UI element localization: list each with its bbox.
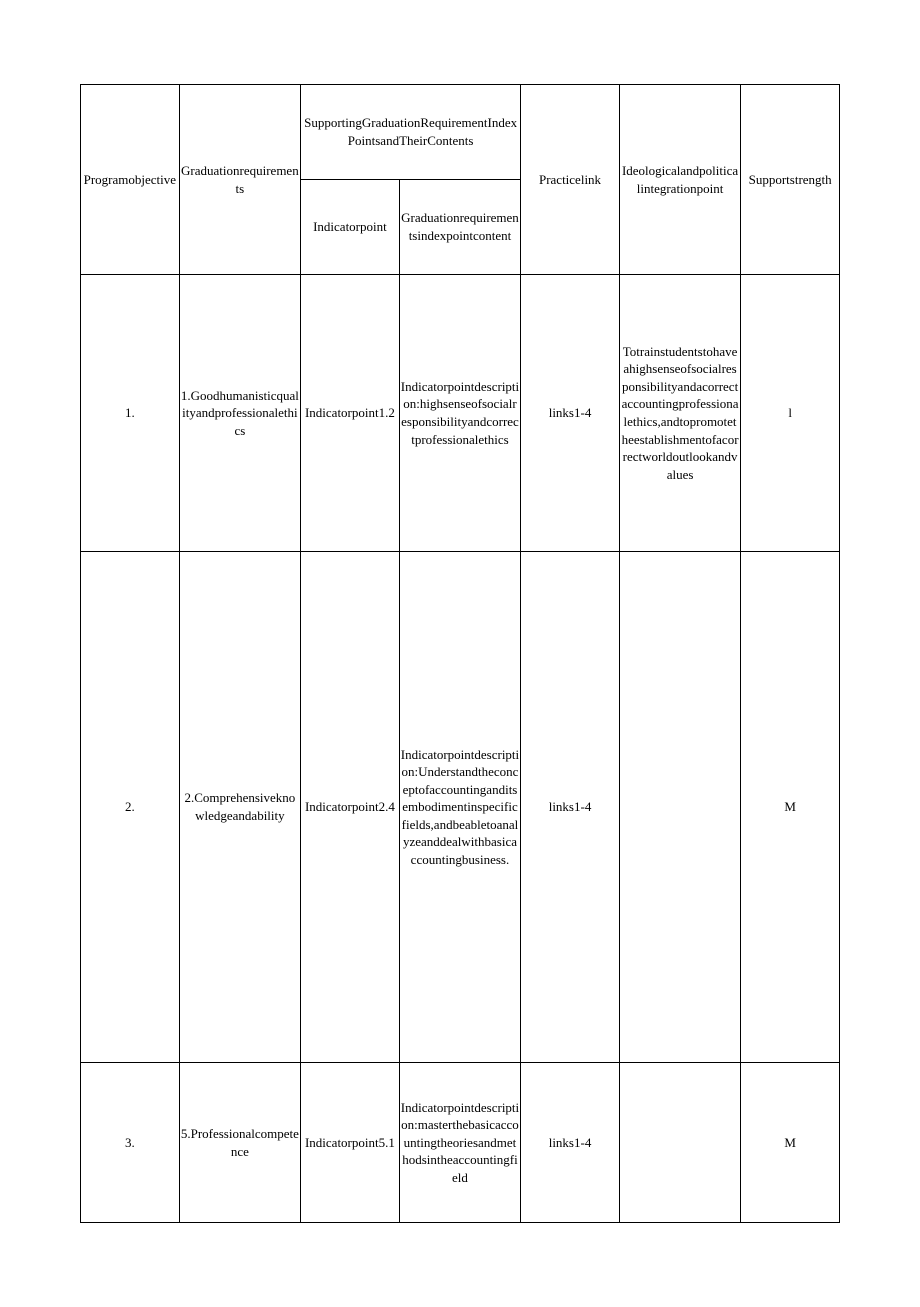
requirements-table: Programobjective Graduationrequirements … bbox=[80, 84, 840, 1223]
cell-indicator-point: Indicatorpoint2.4 bbox=[301, 552, 400, 1063]
cell-indicator-point: Indicatorpoint5.1 bbox=[301, 1063, 400, 1223]
cell-index-content: Indicatorpointdescription:Understandthec… bbox=[399, 552, 520, 1063]
cell-graduation-requirements: 1.Goodhumanisticqualityandprofessionalet… bbox=[179, 275, 300, 552]
table-row: 2. 2.Comprehensiveknowledgeandability In… bbox=[81, 552, 840, 1063]
cell-support-strength: M bbox=[741, 552, 840, 1063]
header-ideological-integration: Ideologicalandpoliticalintegrationpoint bbox=[619, 85, 740, 275]
cell-ideological bbox=[619, 552, 740, 1063]
table-row: 3. 5.Professionalcompetence Indicatorpoi… bbox=[81, 1063, 840, 1223]
header-graduation-requirements: Graduationrequirements bbox=[179, 85, 300, 275]
cell-program-objective: 1. bbox=[81, 275, 180, 552]
table-row: 1. 1.Goodhumanisticqualityandprofessiona… bbox=[81, 275, 840, 552]
header-row-top: Programobjective Graduationrequirements … bbox=[81, 85, 840, 180]
cell-support-strength: l bbox=[741, 275, 840, 552]
cell-practice-link: links1-4 bbox=[521, 1063, 620, 1223]
cell-graduation-requirements: 5.Professionalcompetence bbox=[179, 1063, 300, 1223]
cell-indicator-point: Indicatorpoint1.2 bbox=[301, 275, 400, 552]
cell-support-strength: M bbox=[741, 1063, 840, 1223]
cell-practice-link: links1-4 bbox=[521, 275, 620, 552]
cell-practice-link: links1-4 bbox=[521, 552, 620, 1063]
header-supporting-graduation-merged: SupportingGraduationRequirementIndexPoin… bbox=[301, 85, 521, 180]
cell-index-content: Indicatorpointdescription:highsenseofsoc… bbox=[399, 275, 520, 552]
cell-ideological: Totrainstudentstohaveahighsenseofsocialr… bbox=[619, 275, 740, 552]
header-program-objective: Programobjective bbox=[81, 85, 180, 275]
cell-ideological bbox=[619, 1063, 740, 1223]
cell-graduation-requirements: 2.Comprehensiveknowledgeandability bbox=[179, 552, 300, 1063]
header-practice-link: Practicelink bbox=[521, 85, 620, 275]
page: Programobjective Graduationrequirements … bbox=[0, 0, 920, 1307]
header-graduation-index-content: Graduationrequirementsindexpointcontent bbox=[399, 180, 520, 275]
cell-program-objective: 3. bbox=[81, 1063, 180, 1223]
header-indicator-point: Indicatorpoint bbox=[301, 180, 400, 275]
cell-index-content: Indicatorpointdescription:masterthebasic… bbox=[399, 1063, 520, 1223]
header-support-strength: Supportstrength bbox=[741, 85, 840, 275]
cell-program-objective: 2. bbox=[81, 552, 180, 1063]
